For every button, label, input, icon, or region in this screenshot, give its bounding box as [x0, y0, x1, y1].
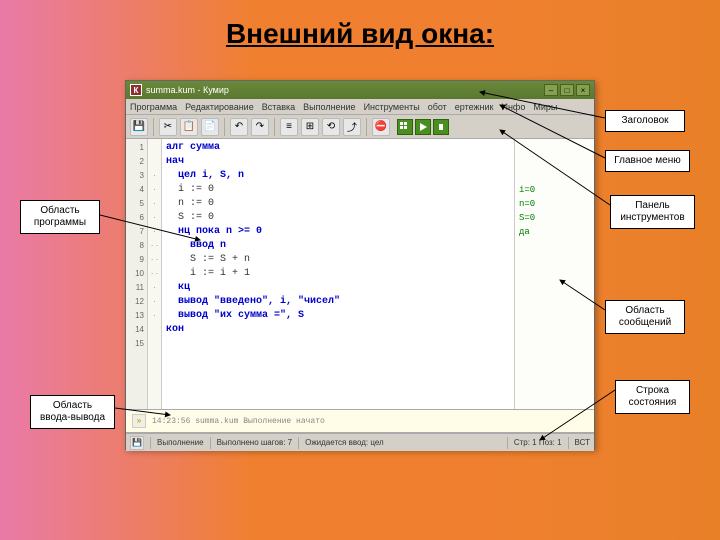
window-buttons: – □ ×: [544, 84, 590, 96]
callout-program: Область программы: [20, 200, 100, 234]
menubar: Программа Редактирование Вставка Выполне…: [126, 99, 594, 115]
messages-pane: i=0n=0S=0да: [514, 139, 594, 409]
slide-title: Внешний вид окна:: [0, 0, 720, 60]
minimize-button[interactable]: –: [544, 84, 558, 96]
io-arrow-icon: »: [132, 414, 146, 428]
menu-item[interactable]: Вставка: [262, 102, 295, 112]
tool-icon[interactable]: ≡: [280, 118, 298, 136]
tool-icon[interactable]: ⊞: [301, 118, 319, 136]
callout-messages: Область сообщений: [605, 300, 685, 334]
callout-title: Заголовок: [605, 110, 685, 132]
app-window: К summa.kum - Кумир – □ × Программа Реда…: [125, 80, 595, 450]
callout-toolbar: Панель инструментов: [610, 195, 695, 229]
window-title: summa.kum - Кумир: [146, 85, 229, 95]
io-text: 14:23:56 summa.kum Выполнение начато: [152, 417, 325, 426]
stop-icon[interactable]: ⛔: [372, 118, 390, 136]
callout-status: Строка состояния: [615, 380, 690, 414]
menu-item[interactable]: Инструменты: [364, 102, 420, 112]
titlebar: К summa.kum - Кумир – □ ×: [126, 81, 594, 99]
status-segment: Выполнение: [157, 438, 204, 447]
menu-item[interactable]: Выполнение: [303, 102, 355, 112]
menu-item[interactable]: Редактирование: [185, 102, 254, 112]
workarea: 123456789101112131415 ······ ·· ·· ···· …: [126, 139, 594, 409]
app-icon: К: [130, 84, 142, 96]
status-segment: Выполнено шагов: 7: [217, 438, 293, 447]
close-button[interactable]: ×: [576, 84, 590, 96]
run-play-icon[interactable]: [415, 119, 431, 135]
tool-icon[interactable]: ⟲: [322, 118, 340, 136]
status-segment: ВСТ: [575, 438, 590, 447]
status-segment: Стр: 1 Поз: 1: [514, 438, 562, 447]
paste-icon[interactable]: 📄: [201, 118, 219, 136]
redo-icon[interactable]: ↷: [251, 118, 269, 136]
menu-item[interactable]: обот: [428, 102, 447, 112]
tool-icon[interactable]: ⤴: [343, 118, 361, 136]
menu-item[interactable]: Миры: [533, 102, 557, 112]
run-button-group: [397, 119, 449, 135]
run-step-icon[interactable]: [433, 119, 449, 135]
callout-io: Область ввода-вывода: [30, 395, 115, 429]
dot-column: ······ ·· ·· ····: [148, 139, 162, 409]
menu-item[interactable]: ертежник: [455, 102, 494, 112]
undo-icon[interactable]: ↶: [230, 118, 248, 136]
io-pane[interactable]: » 14:23:56 summa.kum Выполнение начато: [126, 409, 594, 433]
maximize-button[interactable]: □: [560, 84, 574, 96]
statusbar: 💾 Выполнение Выполнено шагов: 7 Ожидаетс…: [126, 433, 594, 451]
copy-icon[interactable]: 📋: [180, 118, 198, 136]
toolbar: 💾 ✂ 📋 📄 ↶ ↷ ≡ ⊞ ⟲ ⤴ ⛔: [126, 115, 594, 139]
run-grid-icon[interactable]: [397, 119, 413, 135]
callout-menu: Главное меню: [605, 150, 690, 172]
save-status-icon[interactable]: 💾: [130, 436, 144, 450]
menu-item[interactable]: Инфо: [501, 102, 525, 112]
status-segment: Ожидается ввод: цел: [305, 438, 384, 447]
code-editor[interactable]: алг сумманач цел i, S, n i := 0 n := 0 S…: [162, 139, 514, 409]
line-number-gutter: 123456789101112131415: [126, 139, 148, 409]
save-icon[interactable]: 💾: [130, 118, 148, 136]
cut-icon[interactable]: ✂: [159, 118, 177, 136]
menu-item[interactable]: Программа: [130, 102, 177, 112]
